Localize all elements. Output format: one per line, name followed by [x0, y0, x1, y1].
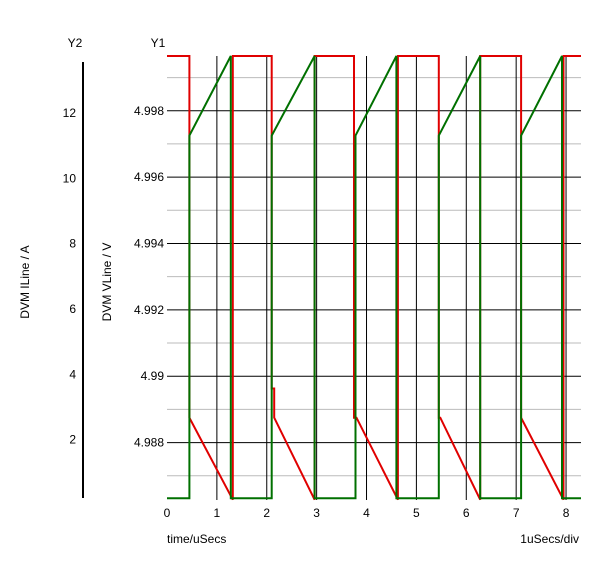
x-axis-label: time/uSecs — [167, 532, 226, 546]
y1-axis-label: DVM VLine / V — [100, 243, 114, 322]
y2-tick-label: 2 — [69, 433, 76, 447]
y2-axis-title: Y2 — [68, 36, 83, 50]
grid-lines — [167, 56, 581, 500]
red-series-line — [167, 55, 581, 501]
green-series-line — [167, 55, 581, 500]
x-tick-label: 5 — [413, 506, 420, 520]
y1-tick-label: 4.996 — [134, 170, 164, 184]
x-tick-label: 4 — [363, 506, 370, 520]
y1-tick-label: 4.988 — [134, 436, 164, 450]
x-tick-label: 8 — [563, 506, 570, 520]
y1-tick-label: 4.994 — [134, 236, 164, 250]
x-tick-label: 3 — [313, 506, 320, 520]
x-scale-note: 1uSecs/div — [520, 532, 579, 546]
y2-tick-label: 10 — [63, 171, 77, 185]
y2-tick-label: 12 — [63, 106, 77, 120]
y1-tick-label: 4.99 — [141, 369, 165, 383]
y1-axis-title: Y1 — [151, 36, 166, 50]
labels: Y2 Y1 DVM ILine / A DVM VLine / V time/u… — [18, 36, 579, 546]
y2-tick-label: 4 — [69, 367, 76, 381]
y1-tick-label: 4.998 — [134, 104, 164, 118]
x-tick-label: 6 — [463, 506, 470, 520]
series-lines — [167, 55, 581, 501]
x-tick-label: 0 — [164, 506, 171, 520]
x-tick-label: 1 — [214, 506, 221, 520]
y1-tick-label: 4.992 — [134, 303, 164, 317]
y2-axis-label: DVM ILine / A — [18, 245, 32, 318]
y2-tick-label: 6 — [69, 302, 76, 316]
y2-tick-label: 8 — [69, 237, 76, 251]
x-tick-label: 7 — [513, 506, 520, 520]
x-tick-label: 2 — [263, 506, 270, 520]
